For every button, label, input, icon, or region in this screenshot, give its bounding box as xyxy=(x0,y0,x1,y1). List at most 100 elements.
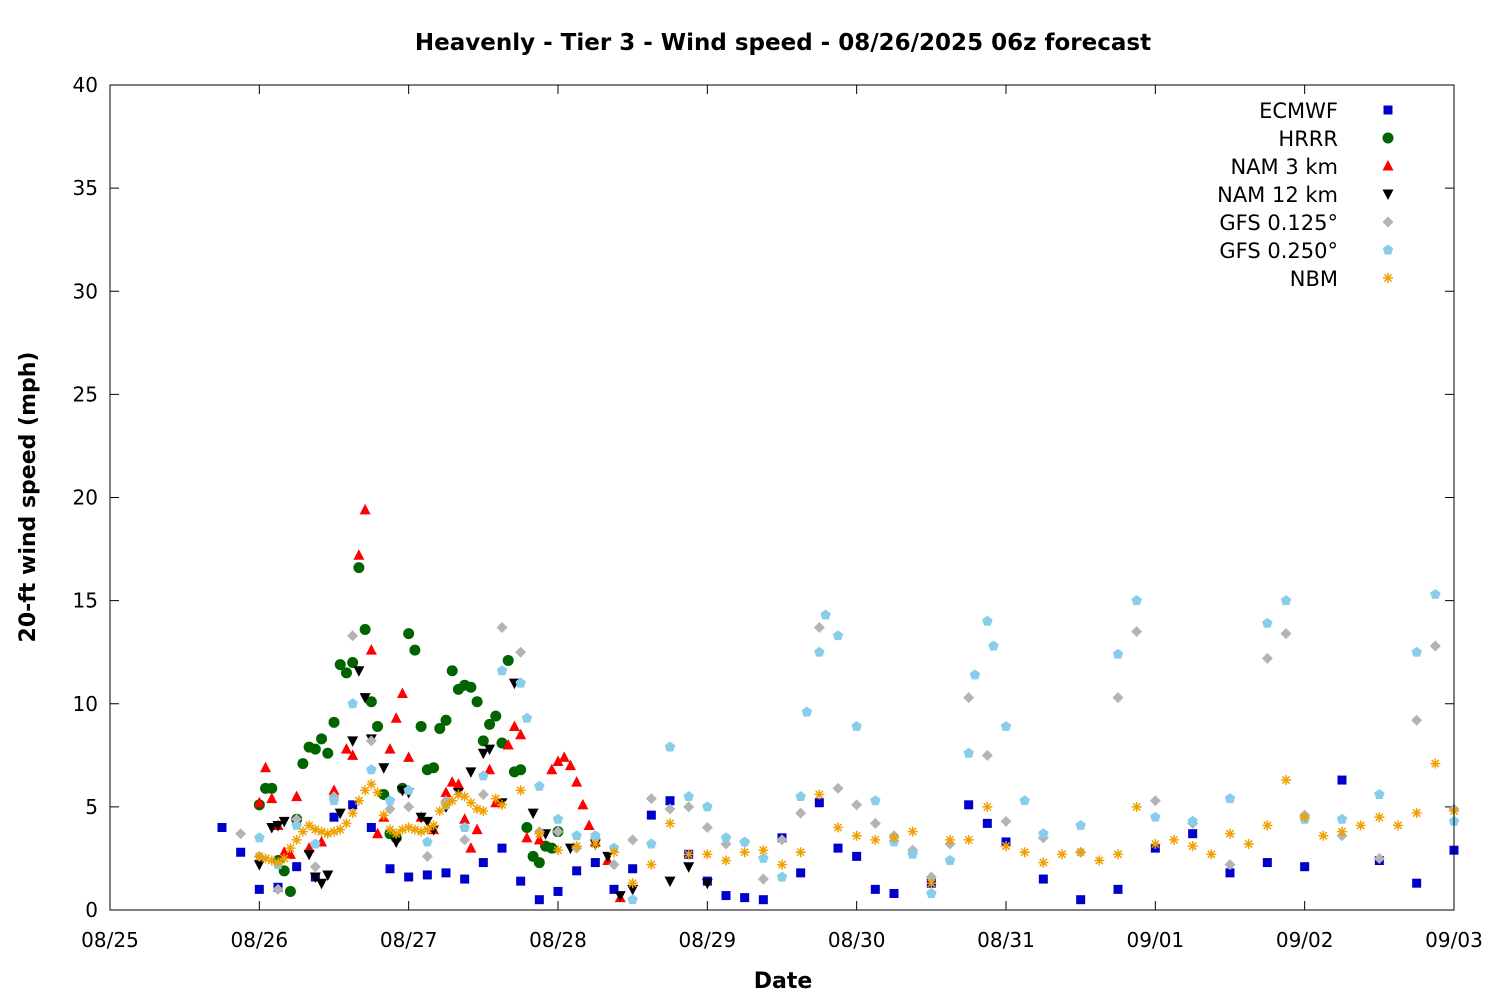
data-point xyxy=(508,720,520,731)
data-point xyxy=(328,795,340,806)
data-point xyxy=(284,848,296,859)
data-point xyxy=(721,891,731,901)
data-point-stroke xyxy=(404,823,413,832)
data-point xyxy=(889,832,899,843)
x-tick-label: 09/03 xyxy=(1425,928,1483,952)
data-point xyxy=(609,884,619,894)
data-point xyxy=(814,798,824,808)
data-point xyxy=(328,784,340,795)
series-gfs-0-250- xyxy=(254,588,1460,905)
data-point xyxy=(502,654,514,666)
data-point-stroke xyxy=(1263,821,1272,830)
data-point xyxy=(664,741,676,752)
data-point xyxy=(832,630,844,641)
data-point xyxy=(665,796,675,806)
data-point xyxy=(353,549,365,560)
data-point xyxy=(833,822,843,833)
data-point xyxy=(1131,801,1142,812)
data-point xyxy=(1075,819,1086,830)
data-point xyxy=(421,850,433,862)
data-point xyxy=(440,714,452,726)
legend-label: GFS 0.250° xyxy=(1219,239,1338,263)
data-point xyxy=(253,860,265,871)
data-point-stroke xyxy=(410,825,420,834)
data-point xyxy=(477,748,489,760)
y-tick-label: 20 xyxy=(73,486,98,510)
data-point xyxy=(1411,714,1423,726)
data-point xyxy=(777,859,787,870)
data-point xyxy=(385,864,395,874)
data-point xyxy=(1169,834,1179,845)
legend-label: HRRR xyxy=(1278,127,1338,151)
data-point xyxy=(340,743,352,754)
y-tick-label: 30 xyxy=(73,279,98,303)
data-point xyxy=(533,857,545,869)
data-point-stroke xyxy=(1356,821,1365,830)
data-point-stroke xyxy=(889,833,899,842)
data-point xyxy=(322,747,334,759)
data-point xyxy=(359,693,371,704)
x-axis-label: Date xyxy=(754,969,813,994)
data-point xyxy=(721,855,731,866)
data-point xyxy=(217,823,227,832)
data-point-stroke xyxy=(348,808,357,818)
data-point xyxy=(328,716,340,728)
y-tick-label: 35 xyxy=(73,176,98,200)
data-point xyxy=(477,735,489,747)
data-point xyxy=(403,801,415,813)
plot-frame xyxy=(109,84,1455,911)
data-point-stroke xyxy=(273,858,283,867)
data-point xyxy=(646,859,657,870)
data-point xyxy=(471,696,483,708)
data-point xyxy=(1187,841,1198,852)
data-point xyxy=(907,826,918,837)
data-point xyxy=(316,733,328,745)
data-point xyxy=(1131,595,1142,606)
data-point xyxy=(720,832,732,843)
data-point xyxy=(403,784,414,795)
data-point-stroke xyxy=(852,831,861,840)
data-point xyxy=(353,795,364,806)
data-point xyxy=(515,764,527,776)
data-point xyxy=(1382,160,1394,171)
data-point xyxy=(409,644,421,656)
data-point xyxy=(627,834,639,846)
data-point xyxy=(440,786,452,797)
data-point xyxy=(758,895,768,905)
data-point-stroke xyxy=(1393,821,1403,830)
data-point xyxy=(1150,811,1161,822)
data-point xyxy=(1411,646,1422,657)
data-point-stroke xyxy=(964,835,973,845)
data-point xyxy=(278,846,290,857)
data-point xyxy=(453,789,464,800)
data-point xyxy=(1131,626,1143,638)
data-point-stroke xyxy=(647,860,656,869)
data-point xyxy=(776,871,788,882)
data-point xyxy=(1374,812,1385,823)
data-point xyxy=(372,827,384,839)
data-point xyxy=(571,830,582,841)
data-point xyxy=(646,810,656,820)
data-point xyxy=(1000,720,1012,731)
data-point xyxy=(334,808,346,820)
data-point xyxy=(365,696,377,708)
data-point xyxy=(1412,878,1422,888)
data-point xyxy=(870,884,880,894)
data-point xyxy=(459,813,471,824)
data-point-stroke xyxy=(354,796,364,805)
data-point xyxy=(1038,857,1049,868)
data-point-stroke xyxy=(292,835,301,845)
data-point xyxy=(1019,847,1030,858)
data-point xyxy=(1225,868,1235,878)
data-point xyxy=(384,795,396,806)
data-point xyxy=(814,646,825,657)
data-point xyxy=(590,858,600,868)
data-point xyxy=(534,780,545,791)
data-point xyxy=(1261,652,1273,664)
data-point xyxy=(1382,132,1394,144)
data-point xyxy=(571,841,582,852)
data-point xyxy=(1187,815,1198,826)
data-point-stroke xyxy=(317,827,326,836)
data-point-stroke xyxy=(740,848,749,857)
data-point xyxy=(490,793,501,804)
